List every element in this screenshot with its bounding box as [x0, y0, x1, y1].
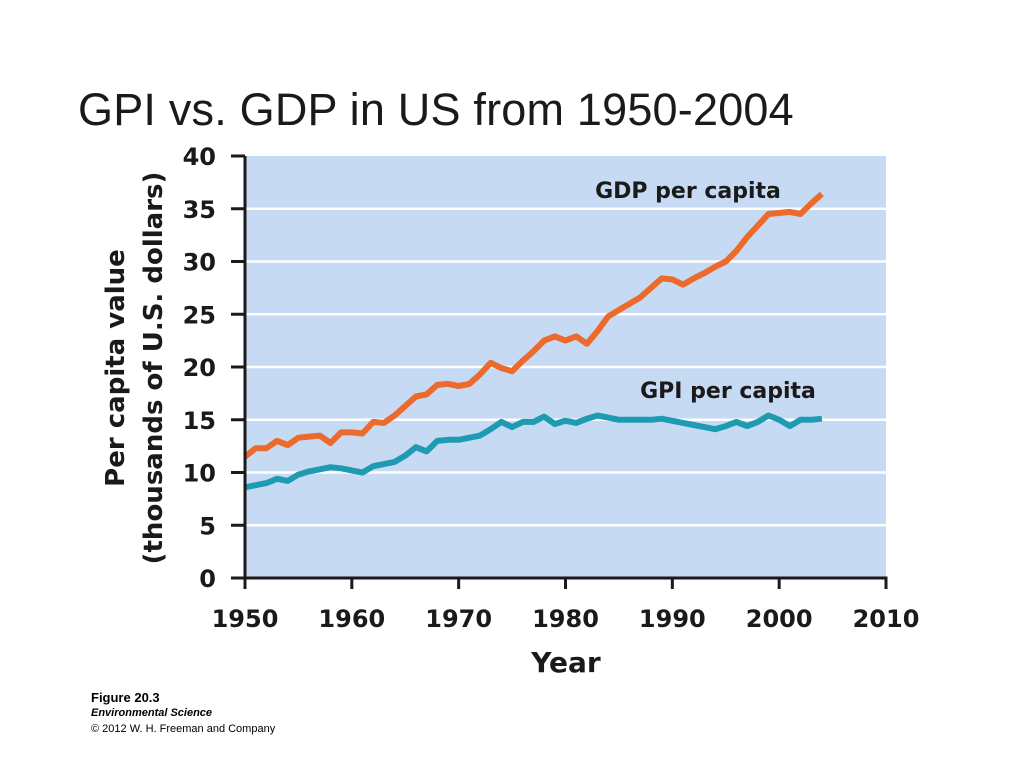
figure-number: Figure 20.3 [91, 690, 160, 705]
series-labels: GDP per capita GPI per capita [595, 179, 816, 404]
series-line-gdp [243, 191, 824, 460]
gpi-series-label: GPI per capita [640, 379, 816, 404]
y-tick-label-30: 30 [183, 249, 216, 277]
x-tick-label-1950: 1950 [212, 605, 279, 633]
y-tick-label-15: 15 [183, 407, 216, 435]
y-tick-label-35: 35 [183, 196, 216, 224]
x-tick-label-1960: 1960 [318, 605, 385, 633]
y-tick-label-0: 0 [199, 565, 216, 593]
x-tick-label-1970: 1970 [425, 605, 492, 633]
y-tick-label-10: 10 [183, 460, 216, 488]
figure-copyright: © 2012 W. H. Freeman and Company [91, 723, 276, 735]
y-tick-label-25: 25 [183, 301, 216, 329]
y-axis-title-line2: (thousands of U.S. dollars) [139, 172, 169, 565]
y-tick-label-40: 40 [183, 143, 216, 171]
x-tick-label-1980: 1980 [532, 605, 599, 633]
data-series [243, 191, 824, 491]
y-tick-label-20: 20 [183, 354, 216, 382]
figure-source-book: Environmental Science [91, 707, 213, 719]
y-tick-label-5: 5 [199, 512, 216, 540]
y-axis-title-line1: Per capita value [101, 249, 131, 487]
x-tick-label-2010: 2010 [853, 605, 920, 633]
axes: 0 5 10 15 20 25 30 35 40 1950 1960 1970 1980 1990 2000… [183, 143, 920, 633]
slide-title: GPI vs. GDP in US from 1950-2004 [78, 84, 794, 135]
gdp-series-label: GDP per capita [595, 179, 781, 204]
x-tick-label-2000: 2000 [746, 605, 813, 633]
series-line-gpi [244, 412, 823, 491]
x-tick-label-1990: 1990 [639, 605, 706, 633]
x-axis-title: Year [530, 646, 601, 679]
